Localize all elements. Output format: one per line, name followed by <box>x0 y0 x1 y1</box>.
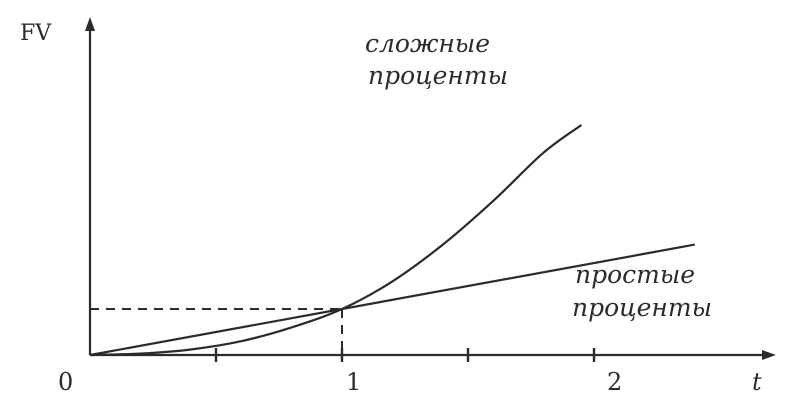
x-tick-label-2: 2 <box>607 368 622 396</box>
series-group <box>89 124 695 357</box>
x-axis-label: t <box>752 368 762 396</box>
origin-label: 0 <box>58 368 73 396</box>
series-label-simple-line2: проценты <box>572 293 712 322</box>
series-simple-interest <box>89 243 695 357</box>
series-label-compound-line1: сложные <box>365 29 490 58</box>
series-compound-interest <box>89 124 583 357</box>
series-label-compound-line2: проценты <box>368 61 508 90</box>
x-tick-label-1: 1 <box>346 368 361 396</box>
ticks <box>214 348 596 362</box>
x-axis-arrow <box>762 350 776 360</box>
y-axis-label: FV <box>20 21 52 46</box>
reference-lines <box>90 308 343 355</box>
series-label-simple-line1: простые <box>575 260 695 289</box>
y-axis-arrow <box>85 17 95 31</box>
axes <box>85 17 776 360</box>
